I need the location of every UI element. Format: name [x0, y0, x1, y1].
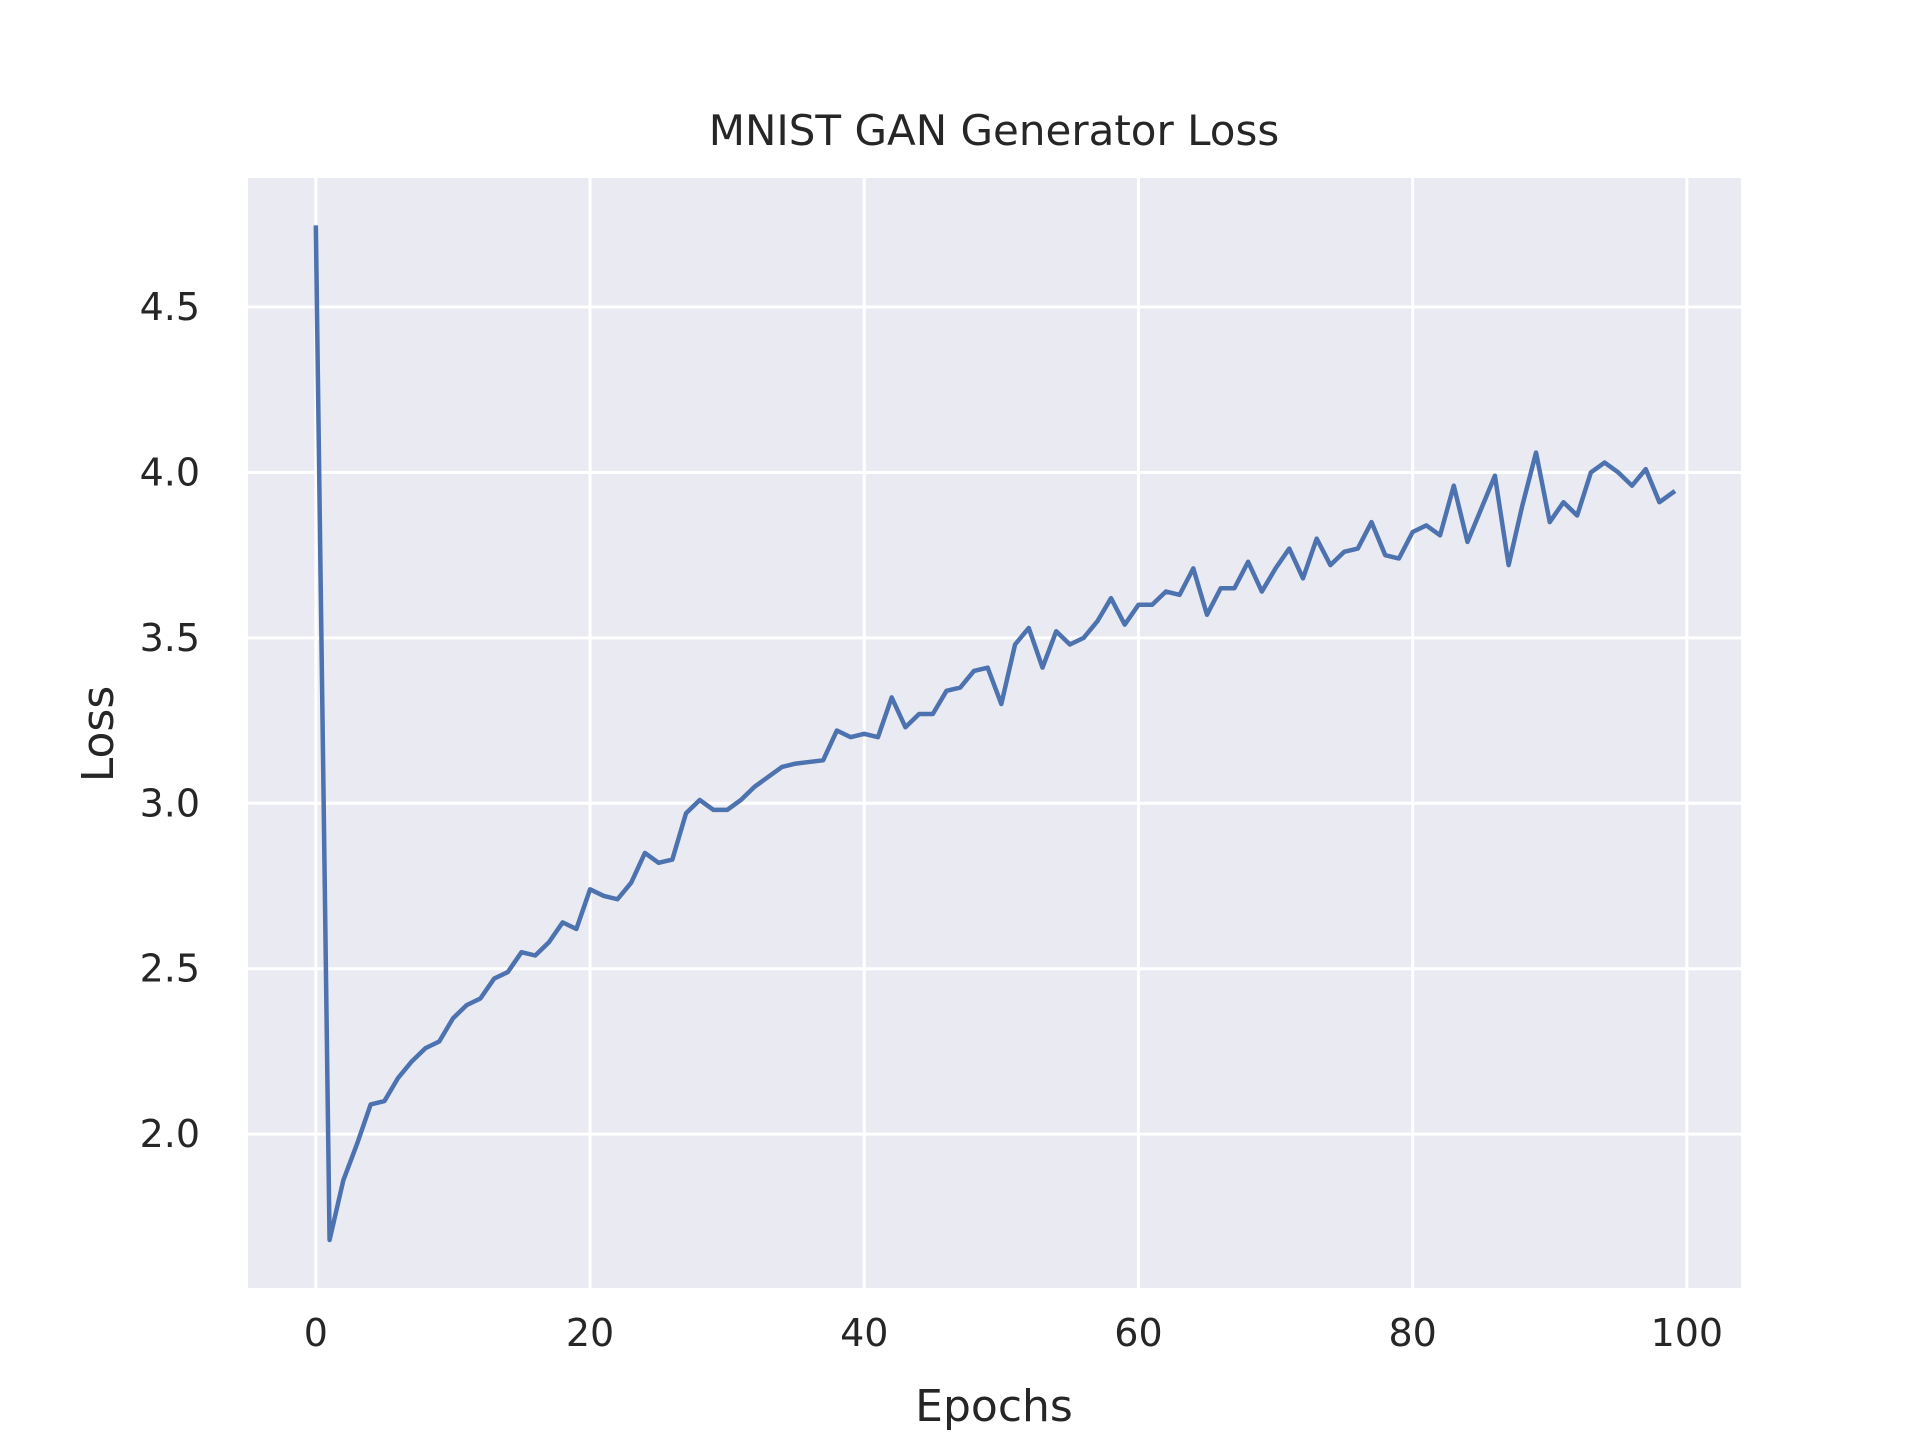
- y-tick-label: 4.0: [140, 450, 200, 494]
- y-tick-label: 2.0: [140, 1112, 200, 1156]
- x-tick-label: 0: [304, 1311, 328, 1355]
- series-layer: [313, 225, 1677, 1243]
- x-tick-label: 100: [1651, 1311, 1724, 1355]
- x-tick-label: 60: [1114, 1311, 1162, 1355]
- x-axis-label: Epochs: [915, 1381, 1073, 1432]
- x-tick-label: 40: [840, 1311, 888, 1355]
- series-line: [313, 225, 1677, 1243]
- y-tick-label: 3.0: [140, 781, 200, 825]
- y-tick-label: 4.5: [140, 285, 200, 329]
- x-tick-label: 80: [1388, 1311, 1436, 1355]
- x-axis-ticks: 0 20 40 60 80 100: [304, 1311, 1723, 1355]
- grid-lines: [248, 178, 1741, 1288]
- y-axis-ticks: 2.0 2.5 3.0 3.5 4.0 4.5: [140, 285, 200, 1156]
- y-axis-label: Loss: [73, 686, 124, 783]
- chart-title: MNIST GAN Generator Loss: [709, 106, 1280, 155]
- x-tick-label: 20: [566, 1311, 614, 1355]
- y-tick-label: 2.5: [140, 947, 200, 991]
- plot-area: [248, 178, 1741, 1288]
- y-tick-label: 3.5: [140, 616, 200, 660]
